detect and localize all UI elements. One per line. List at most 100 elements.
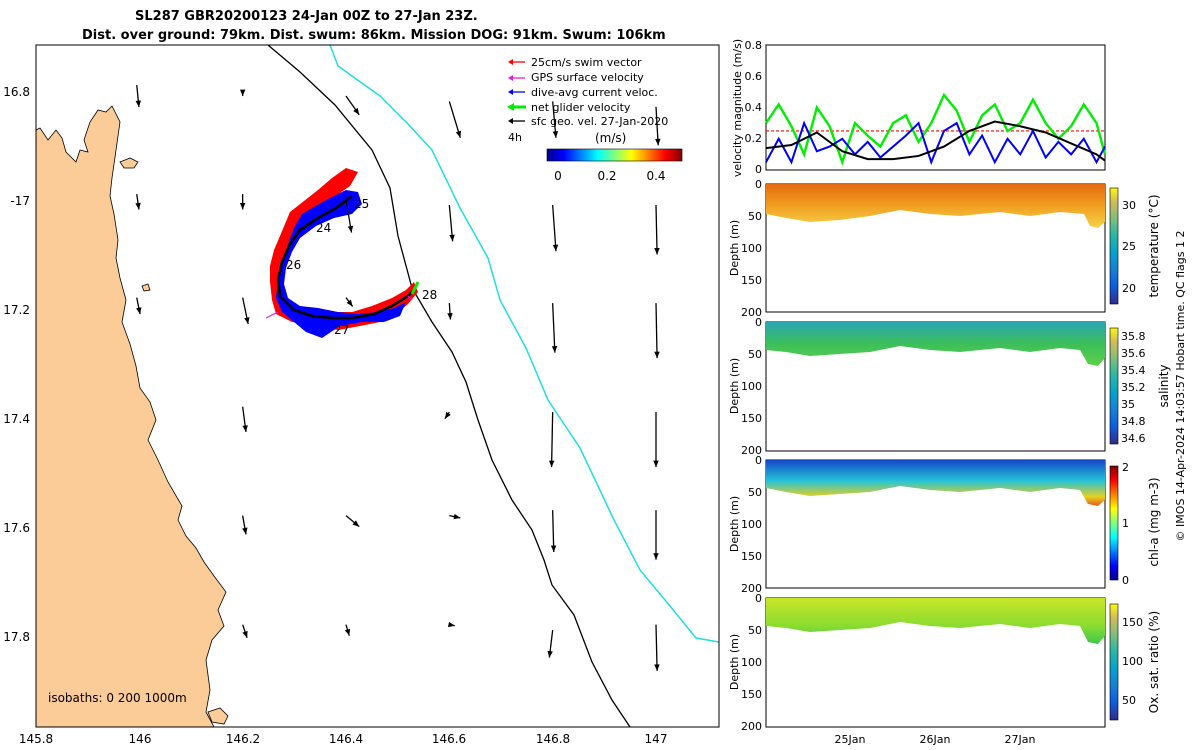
lat-tick: 17.2 <box>3 303 30 317</box>
geo-arrow-head <box>547 650 553 658</box>
oxygen-colorbar-label: Ox. sat. ratio (%) <box>1147 611 1161 713</box>
legend-geo-velocity: sfc geo. vel. 27-Jan-2020 <box>508 115 668 128</box>
y-tick: 0.2 <box>745 132 763 145</box>
island-2 <box>207 707 229 725</box>
geo-arrow-head <box>135 202 141 210</box>
colorbar-tick: 35 <box>1121 398 1135 411</box>
colorbar-tick: 100 <box>1122 655 1143 668</box>
day-label-27: 27 <box>334 323 349 337</box>
colorbar-tick: 2 <box>1122 461 1129 474</box>
colorbar-tick: 0 <box>554 169 562 183</box>
geo-arrow-head <box>135 100 142 108</box>
salinity-colorbar-label: salinity <box>1157 364 1171 407</box>
velocity-series-line <box>765 92 1107 166</box>
interval-label: 4h <box>508 131 522 144</box>
geo-arrow-head <box>242 630 248 638</box>
geo-arrow-head <box>347 225 354 233</box>
geo-arrow-shaft <box>550 412 554 468</box>
shelf-edge-isobath <box>267 45 631 727</box>
geo-arrow-head <box>447 621 455 628</box>
y-tick: 200 <box>741 582 762 595</box>
geo-arrow-head <box>242 425 248 432</box>
y-tick: 100 <box>741 518 762 531</box>
imos-credit: © IMOS 14-Apr-2024 14:03:57 Hobart time.… <box>1174 231 1187 542</box>
day-labels: 25 24 26 28 27 <box>286 197 437 337</box>
y-tick: 150 <box>741 688 762 701</box>
salinity-yticks: 0 50 100 150 200 <box>741 316 762 457</box>
y-tick: 50 <box>748 348 762 361</box>
chla-colorbar-label: chl-a (mg m-3) <box>1147 477 1161 566</box>
colorbar-tick: 1 <box>1122 517 1129 530</box>
geo-arrow-head <box>353 107 360 115</box>
legend-net-velocity: net glider velocity <box>507 101 631 114</box>
day-label-28: 28 <box>422 288 437 302</box>
y-tick: 50 <box>748 624 762 637</box>
y-tick: 200 <box>741 720 762 733</box>
map-frame <box>35 44 720 728</box>
y-tick: 100 <box>741 656 762 669</box>
x-tick: 27Jan <box>1005 733 1036 746</box>
geo-arrow-head <box>346 299 353 307</box>
y-tick: 150 <box>741 550 762 563</box>
lon-tick: 146.4 <box>329 732 363 746</box>
figure-subtitle: Dist. over ground: 79km. Dist. swum: 86k… <box>82 28 666 43</box>
y-tick: 0 <box>755 316 762 329</box>
y-tick: 100 <box>741 242 762 255</box>
lon-tick: 145.8 <box>19 732 53 746</box>
day-label-25: 25 <box>354 197 369 211</box>
lon-tick: 147 <box>645 732 668 746</box>
geo-arrow-head <box>239 89 246 97</box>
x-tick: 26Jan <box>920 733 951 746</box>
geo-arrow-head <box>550 545 557 552</box>
figure-title: SL287 GBR20200123 24-Jan 00Z to 27-Jan 2… <box>135 9 478 24</box>
geo-arrow-head <box>653 553 659 560</box>
geo-arrow-head <box>242 527 248 535</box>
oxygen-yticks: 0 50 100 150 200 <box>741 592 762 733</box>
chla-colorbar <box>1109 465 1119 581</box>
colorbar-tick: 34.8 <box>1121 415 1146 428</box>
current-vectors <box>276 190 406 338</box>
colorbar-tick: 150 <box>1122 616 1143 629</box>
legend-swim-vector: 25cm/s swim vector <box>508 56 642 69</box>
time-xticks: 25Jan 26Jan 27Jan <box>835 733 1036 746</box>
day-label-26: 26 <box>286 258 301 272</box>
net-velocity-vector <box>410 281 420 295</box>
geo-arrow-head <box>551 346 558 353</box>
lon-tick: 146 <box>129 732 152 746</box>
legend-label: sfc geo. vel. 27-Jan-2020 <box>531 115 668 128</box>
legend-label: GPS surface velocity <box>531 71 644 84</box>
velocity-yticks: 0 0.2 0.4 0.6 0.8 <box>745 39 763 176</box>
salinity-ylabel: Depth (m) <box>728 358 741 414</box>
geo-arrow-head <box>136 307 142 315</box>
velocity-series-line <box>765 120 1106 166</box>
geo-arrow-head <box>552 131 559 138</box>
x-tick: 25Jan <box>835 733 866 746</box>
y-tick: 50 <box>748 210 762 223</box>
colorbar-title: (m/s) <box>595 131 626 145</box>
geo-arrow-head <box>655 138 661 146</box>
map-lat-ticks: 16.8 -17 17.2 17.4 17.6 17.8 <box>3 85 30 644</box>
legend-label: dive-avg current veloc. <box>531 86 658 99</box>
salinity-section <box>766 322 1105 366</box>
chla-section <box>766 460 1105 506</box>
salinity-panel: 0 50 100 150 200 Depth (m) 34.6 34.8 35 … <box>728 316 1171 457</box>
temperature-yticks: 0 50 100 150 200 <box>741 178 762 319</box>
lat-tick: 16.8 <box>3 85 30 99</box>
glider-path <box>276 194 415 320</box>
geo-arrow-head <box>653 460 659 468</box>
y-tick: 150 <box>741 412 762 425</box>
lon-tick: 146.2 <box>226 732 260 746</box>
velocity-ylabel: velocity magnitude (m/s) <box>731 39 744 177</box>
y-tick: 0.8 <box>745 39 763 52</box>
lon-tick: 146.6 <box>432 732 466 746</box>
salinity-colorbar <box>1109 327 1119 445</box>
y-tick: 200 <box>741 444 762 457</box>
velocity-panel: 0 0.2 0.4 0.6 0.8 velocity magnitude (m/… <box>731 39 1107 177</box>
temperature-panel: 0 50 100 150 200 Depth (m) 20 25 30 temp… <box>728 178 1161 319</box>
oxygen-ylabel: Depth (m) <box>728 634 741 690</box>
geo-arrow-head <box>654 664 660 671</box>
coastline-land <box>36 105 227 727</box>
y-tick: 50 <box>748 486 762 499</box>
chla-yticks: 0 50 100 150 200 <box>741 454 762 595</box>
